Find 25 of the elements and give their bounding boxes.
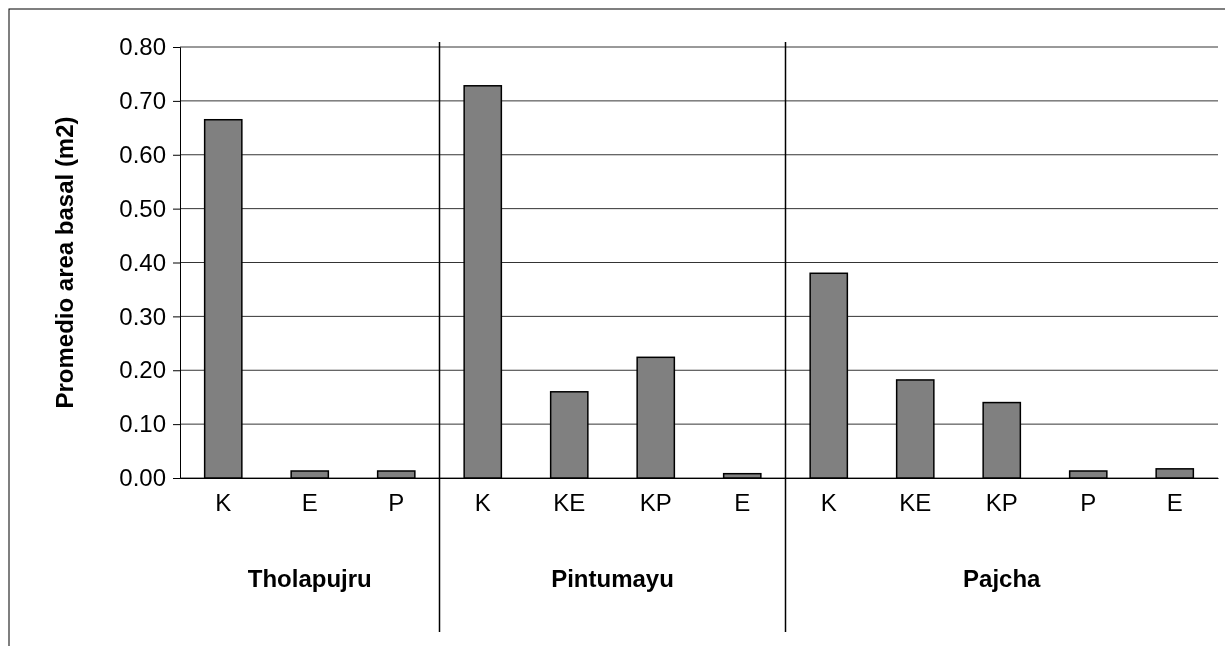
x-tick-label: E [734,489,751,516]
x-tick-label: E [301,489,318,516]
x-tick-label: K [474,489,491,516]
x-tick-label: KP [985,489,1018,516]
text: Tholapujru [247,565,372,592]
x-tick-label: KP [639,489,672,516]
y-tick-label: 0.00 [119,464,166,492]
x-tick-label: P [388,489,405,516]
text: Pajcha [963,565,1042,592]
x-tick-label: E [1166,489,1183,516]
y-tick-label: 0.80 [119,33,166,61]
x-tick-label: KE [899,489,932,516]
x-tick-label: K [215,489,232,516]
y-tick-label: 0.10 [119,410,166,438]
y-tick-label: 0.20 [119,356,166,384]
y-tick-label: 0.30 [119,302,166,330]
text: Pintumayu [551,565,674,592]
y-tick-label: 0.50 [119,194,166,222]
x-tick-label: P [1080,489,1097,516]
y-tick-label: 0.70 [119,87,166,115]
x-tick-label: K [820,489,837,516]
x-tick-label: KE [553,489,586,516]
y-axis-title: Promedio area basal (m2) [51,116,78,409]
y-tick-label: 0.40 [119,248,166,276]
y-tick-label: 0.60 [119,140,166,168]
